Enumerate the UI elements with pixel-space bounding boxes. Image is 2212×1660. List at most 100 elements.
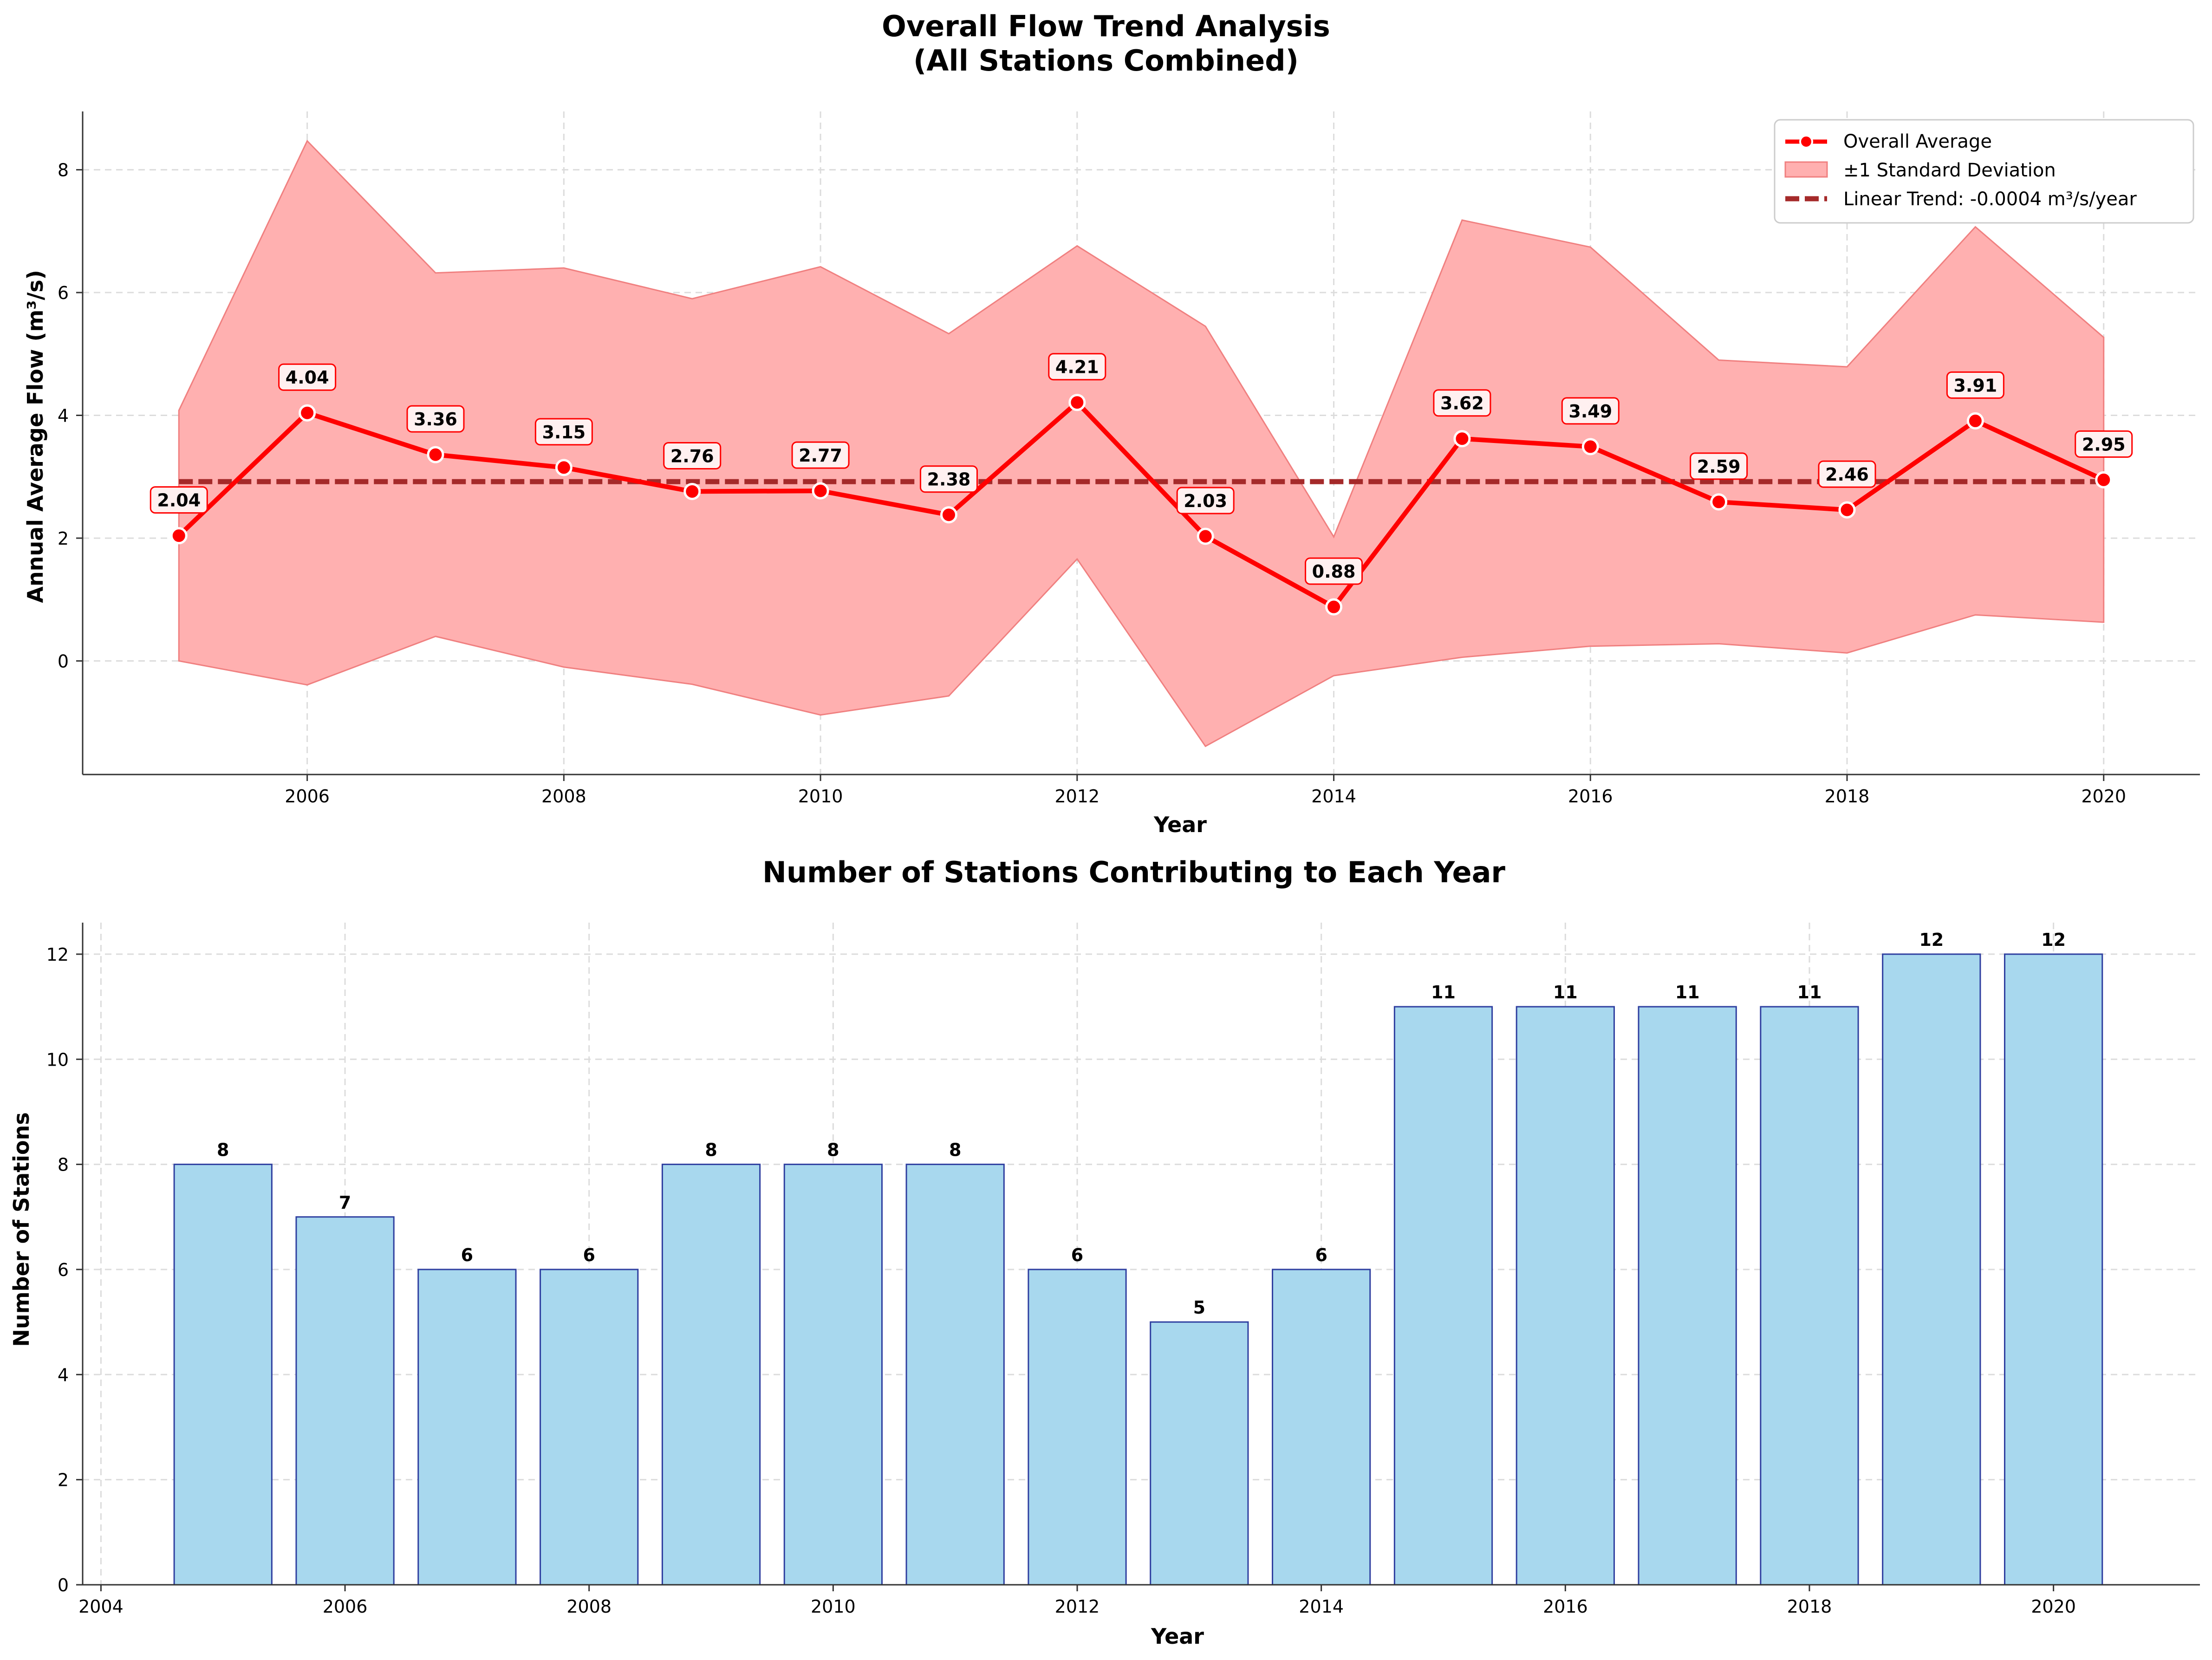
label-2020: 2.95 bbox=[2082, 434, 2126, 455]
legend-std-deviation: ±1 Standard Deviation bbox=[1843, 160, 2056, 181]
bottom-chart-y-axis-label: Number of Stations bbox=[9, 1112, 34, 1347]
bottom-y-tick-label-2: 2 bbox=[58, 1470, 69, 1491]
bottom-y-tick-label-10: 10 bbox=[46, 1049, 69, 1070]
top-x-tick-label-2020: 2020 bbox=[2081, 786, 2126, 807]
legend-overall-average: Overall Average bbox=[1843, 131, 1992, 152]
label-box-2013 bbox=[1176, 487, 1235, 514]
top-chart-y-axis-label: Annual Average Flow (m³/s) bbox=[23, 270, 48, 603]
top-y-tick-label-2: 2 bbox=[58, 528, 69, 549]
label-box-2019 bbox=[1946, 371, 2004, 399]
overall-average-labels: 2.04 4.04 3.36 3.15 2.76 2.77 2.38 4.21 2.03 0.88… bbox=[150, 353, 2133, 585]
bar-2016 bbox=[1516, 1006, 1615, 1586]
bottom-y-tick-label-8: 8 bbox=[58, 1155, 69, 1175]
bar-2013 bbox=[1150, 1321, 1249, 1586]
label-2017: 2.59 bbox=[1697, 456, 1741, 477]
overall-average-points bbox=[170, 394, 2113, 616]
label-2014: 0.88 bbox=[1312, 561, 1356, 582]
bar-label-2008: 6 bbox=[583, 1245, 595, 1265]
average-point-2018 bbox=[1838, 501, 1856, 519]
label-2006: 4.04 bbox=[286, 367, 329, 388]
label-2016: 3.49 bbox=[1568, 401, 1612, 422]
top-y-tick-label-6: 6 bbox=[58, 283, 69, 303]
average-point-2020 bbox=[2095, 471, 2113, 488]
label-box-2017 bbox=[1690, 452, 1748, 480]
bar-2011 bbox=[905, 1164, 1005, 1586]
bar-2006 bbox=[295, 1216, 395, 1586]
bar-2017 bbox=[1638, 1006, 1737, 1586]
top-y-tick-label-0: 0 bbox=[58, 651, 69, 671]
bar-label-2009: 8 bbox=[705, 1140, 717, 1160]
legend-frame bbox=[1774, 119, 2194, 224]
label-2012: 4.21 bbox=[1055, 357, 1099, 378]
flow-trend-chart: Overall Flow Trend Analysis (All Station… bbox=[23, 9, 2200, 837]
stations-count-chart: Number of Stations Contributing to Each … bbox=[9, 855, 2200, 1649]
average-point-2009 bbox=[683, 482, 701, 500]
bar-label-2016: 11 bbox=[1553, 982, 1578, 1003]
label-box-2008 bbox=[534, 418, 593, 446]
bar-label-2005: 8 bbox=[217, 1140, 229, 1160]
average-point-2007 bbox=[427, 446, 444, 463]
bar-label-2006: 7 bbox=[339, 1192, 351, 1213]
label-box-2007 bbox=[406, 405, 465, 433]
average-point-2011 bbox=[940, 506, 957, 524]
label-box-2015 bbox=[1433, 389, 1491, 417]
bottom-chart-title: Number of Stations Contributing to Each … bbox=[762, 855, 1505, 889]
label-2015: 3.62 bbox=[1440, 393, 1484, 414]
bottom-x-tick-label-2004: 2004 bbox=[78, 1596, 124, 1617]
bottom-y-tick-label-12: 12 bbox=[46, 944, 69, 965]
average-point-2013 bbox=[1197, 527, 1214, 545]
bar-label-2010: 8 bbox=[827, 1140, 839, 1160]
label-2018: 2.46 bbox=[1825, 464, 1869, 485]
top-x-tick-label-2018: 2018 bbox=[1825, 786, 1870, 807]
bar-2009 bbox=[661, 1164, 761, 1586]
bottom-x-tick-label-2008: 2008 bbox=[566, 1596, 612, 1617]
average-point-2017 bbox=[1710, 493, 1728, 511]
average-point-2012 bbox=[1068, 394, 1086, 411]
bottom-y-tick-label-0: 0 bbox=[58, 1575, 69, 1595]
bar-label-2014: 6 bbox=[1315, 1245, 1327, 1265]
bar-label-2018: 11 bbox=[1797, 982, 1822, 1003]
top-x-tick-label-2008: 2008 bbox=[541, 786, 586, 807]
bottom-y-tick-label-6: 6 bbox=[58, 1260, 69, 1280]
label-2013: 2.03 bbox=[1184, 491, 1227, 511]
top-x-tick-label-2014: 2014 bbox=[1311, 786, 1356, 807]
average-point-2005 bbox=[170, 527, 188, 545]
bottom-x-tick-label-2006: 2006 bbox=[323, 1596, 368, 1617]
top-y-tick-label-4: 4 bbox=[58, 406, 69, 426]
label-2005: 2.04 bbox=[157, 490, 201, 511]
label-box-2012 bbox=[1048, 353, 1106, 381]
bar-2014 bbox=[1272, 1269, 1371, 1586]
label-box-2016 bbox=[1561, 397, 1620, 425]
bottom-chart-x-axis-label: Year bbox=[1151, 1624, 1204, 1649]
bar-label-2017: 11 bbox=[1675, 982, 1700, 1003]
bar-label-2011: 8 bbox=[949, 1140, 961, 1160]
station-bars bbox=[173, 953, 2103, 1586]
label-box-2014 bbox=[1305, 557, 1363, 585]
label-2019: 3.91 bbox=[1953, 375, 1997, 396]
label-box-2020 bbox=[2075, 430, 2133, 458]
bar-2018 bbox=[1760, 1006, 1859, 1586]
average-point-2008 bbox=[555, 459, 573, 476]
label-box-2005 bbox=[150, 486, 208, 514]
bar-2015 bbox=[1393, 1006, 1493, 1586]
top-x-tick-label-2012: 2012 bbox=[1054, 786, 1099, 807]
label-box-2011 bbox=[919, 465, 978, 493]
bottom-x-tick-label-2014: 2014 bbox=[1299, 1596, 1344, 1617]
top-chart-legend: Overall Average ±1 Standard Deviation Li… bbox=[1774, 119, 2194, 224]
top-chart-axes: 2006 2008 2010 2012 2014 2016 2018 2020 0 2 4 6 8 bbox=[58, 111, 2200, 807]
label-box-2006 bbox=[278, 363, 337, 391]
bottom-y-tick-label-4: 4 bbox=[58, 1365, 69, 1385]
average-point-2019 bbox=[1966, 412, 1984, 430]
top-x-tick-label-2006: 2006 bbox=[285, 786, 330, 807]
average-point-2006 bbox=[299, 404, 316, 422]
bar-2005 bbox=[173, 1164, 273, 1586]
bottom-x-tick-label-2012: 2012 bbox=[1055, 1596, 1100, 1617]
top-chart-title-line2: (All Stations Combined) bbox=[913, 44, 1299, 78]
bar-label-2015: 11 bbox=[1431, 982, 1456, 1003]
average-polyline bbox=[177, 400, 2105, 610]
label-2011: 2.38 bbox=[927, 469, 971, 490]
label-2010: 2.77 bbox=[799, 445, 842, 466]
bar-2019 bbox=[1882, 953, 1981, 1586]
bar-label-2019: 12 bbox=[1919, 930, 1944, 950]
